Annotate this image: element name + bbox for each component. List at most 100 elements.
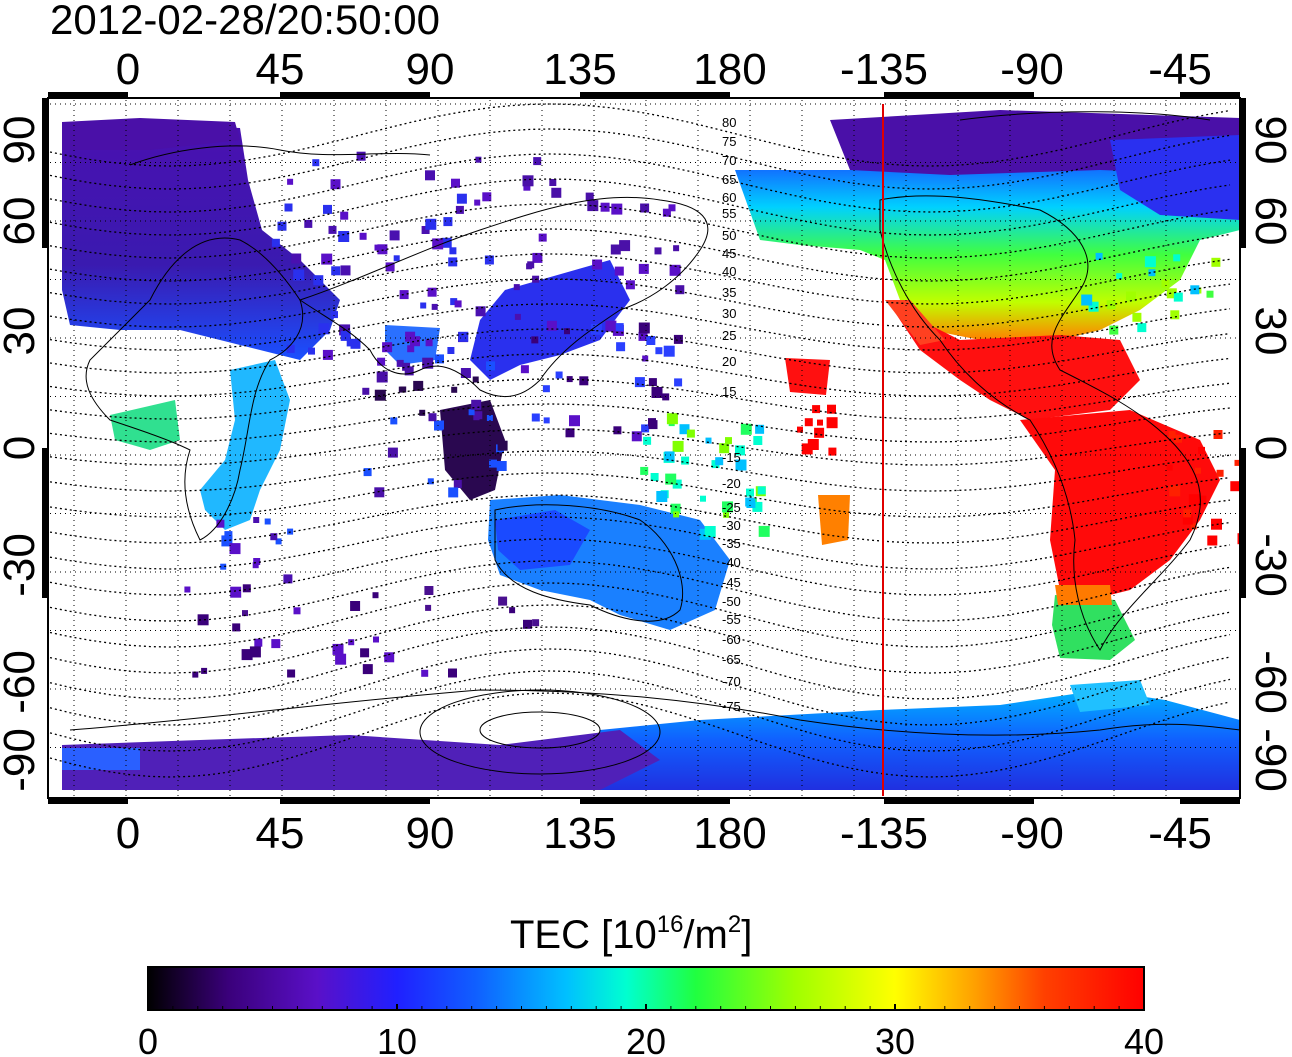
tec-tile bbox=[421, 226, 430, 234]
colorbar-ticks: 0 10 20 30 40 bbox=[138, 1004, 1164, 1057]
tec-tile bbox=[533, 157, 542, 166]
tec-tile bbox=[455, 205, 464, 214]
tec-tile bbox=[1230, 481, 1240, 492]
contour-label: 55 bbox=[722, 206, 736, 221]
tec-tile bbox=[252, 562, 259, 569]
tec-tile bbox=[471, 461, 479, 469]
tec-tile bbox=[520, 365, 529, 374]
tec-tile bbox=[224, 531, 233, 540]
magnetic-contour bbox=[49, 128, 1231, 190]
tec-tile bbox=[566, 376, 573, 383]
tec-tile bbox=[640, 466, 649, 475]
bottom-lon-label: 90 bbox=[406, 809, 455, 858]
tec-tile bbox=[666, 413, 678, 425]
tec-tile bbox=[725, 437, 732, 445]
tec-tile bbox=[1168, 431, 1176, 438]
contour-label: 15 bbox=[722, 384, 736, 399]
tec-tile bbox=[650, 473, 659, 481]
magnetic-contour bbox=[49, 253, 1231, 305]
contour-label: 30 bbox=[722, 306, 736, 321]
tec-tile bbox=[1190, 523, 1197, 530]
contour-label: 25 bbox=[722, 328, 736, 343]
tec-tile bbox=[420, 302, 427, 309]
magnetic-contour bbox=[49, 303, 1231, 351]
tec-tile bbox=[531, 413, 540, 422]
top-lon-label: 90 bbox=[406, 45, 455, 94]
tec-tile bbox=[745, 497, 755, 507]
tec-tile bbox=[398, 386, 405, 393]
tec-tile bbox=[230, 586, 242, 598]
colorbar-tick-label: 10 bbox=[377, 1021, 417, 1057]
tec-tile bbox=[569, 415, 580, 427]
tec-tile bbox=[804, 418, 813, 427]
tec-tile bbox=[360, 648, 370, 658]
tec-tile bbox=[1182, 514, 1193, 525]
colorbar-gradient bbox=[147, 966, 1145, 1011]
tec-tile bbox=[424, 586, 434, 595]
tec-tile bbox=[681, 456, 690, 465]
tec-region-antarctica-edge bbox=[62, 748, 140, 770]
tec-tile bbox=[640, 203, 650, 213]
contour-label: -30 bbox=[722, 518, 741, 533]
tec-tile bbox=[241, 649, 253, 661]
tec-tile bbox=[387, 447, 398, 458]
tec-tile bbox=[542, 385, 550, 393]
magnetic-contour bbox=[49, 494, 1231, 544]
tec-tile bbox=[291, 253, 302, 264]
tec-tile bbox=[1213, 430, 1223, 439]
contour-label: 40 bbox=[722, 264, 736, 279]
contour-label: 35 bbox=[722, 285, 736, 300]
tec-tile bbox=[362, 664, 373, 675]
tec-tile bbox=[340, 211, 349, 220]
tec-tile bbox=[509, 607, 516, 614]
tec-tile bbox=[428, 413, 437, 422]
tec-tile bbox=[293, 269, 305, 281]
magnetic-contour bbox=[49, 203, 1231, 259]
tec-tile bbox=[447, 347, 455, 354]
tec-tile bbox=[797, 426, 803, 433]
tec-tile bbox=[479, 419, 487, 427]
tec-tile bbox=[253, 517, 260, 523]
tec-tile bbox=[374, 487, 385, 498]
magnetic-contour bbox=[49, 626, 1231, 700]
tec-tile bbox=[668, 204, 676, 212]
tec-tile bbox=[616, 342, 626, 352]
tec-tile bbox=[828, 447, 837, 456]
tec-tile bbox=[471, 399, 482, 410]
tec-tile bbox=[817, 419, 823, 426]
tec-tile bbox=[700, 495, 706, 502]
magnetic-contour bbox=[49, 670, 1231, 752]
tec-tile bbox=[216, 519, 225, 528]
tec-tile bbox=[277, 221, 287, 231]
tec-tile bbox=[1196, 495, 1207, 506]
bottom-lon-label: 180 bbox=[693, 809, 766, 858]
tec-region-west-africa bbox=[110, 400, 180, 450]
tec-region-north-america bbox=[735, 150, 1240, 340]
tec-tile bbox=[453, 480, 462, 488]
timestamp-title: 2012-02-28/20:50:00 bbox=[50, 0, 440, 43]
tec-tile bbox=[496, 461, 507, 471]
tec-region-antarctica-west bbox=[62, 730, 660, 790]
tec-tile bbox=[1148, 269, 1156, 277]
tec-tile bbox=[758, 525, 770, 537]
tec-tile bbox=[592, 259, 603, 270]
tec-tile bbox=[611, 203, 623, 215]
tec-tile bbox=[474, 199, 481, 206]
tec-tile bbox=[253, 558, 261, 565]
contour-label: 50 bbox=[722, 228, 736, 243]
tec-tile bbox=[755, 424, 765, 434]
tec-tile bbox=[348, 639, 355, 646]
tec-tile bbox=[1137, 323, 1147, 333]
tec-tile bbox=[390, 417, 398, 425]
tec-tile bbox=[264, 518, 271, 525]
tec-tile bbox=[527, 261, 535, 269]
bottom-lon-label: 0 bbox=[116, 809, 140, 858]
tec-tile bbox=[656, 491, 668, 502]
tec-region-europe bbox=[62, 122, 340, 360]
tec-tile bbox=[221, 535, 233, 547]
tec-tile bbox=[587, 200, 599, 212]
tec-tile bbox=[283, 574, 293, 584]
tec-tile bbox=[1234, 459, 1240, 466]
